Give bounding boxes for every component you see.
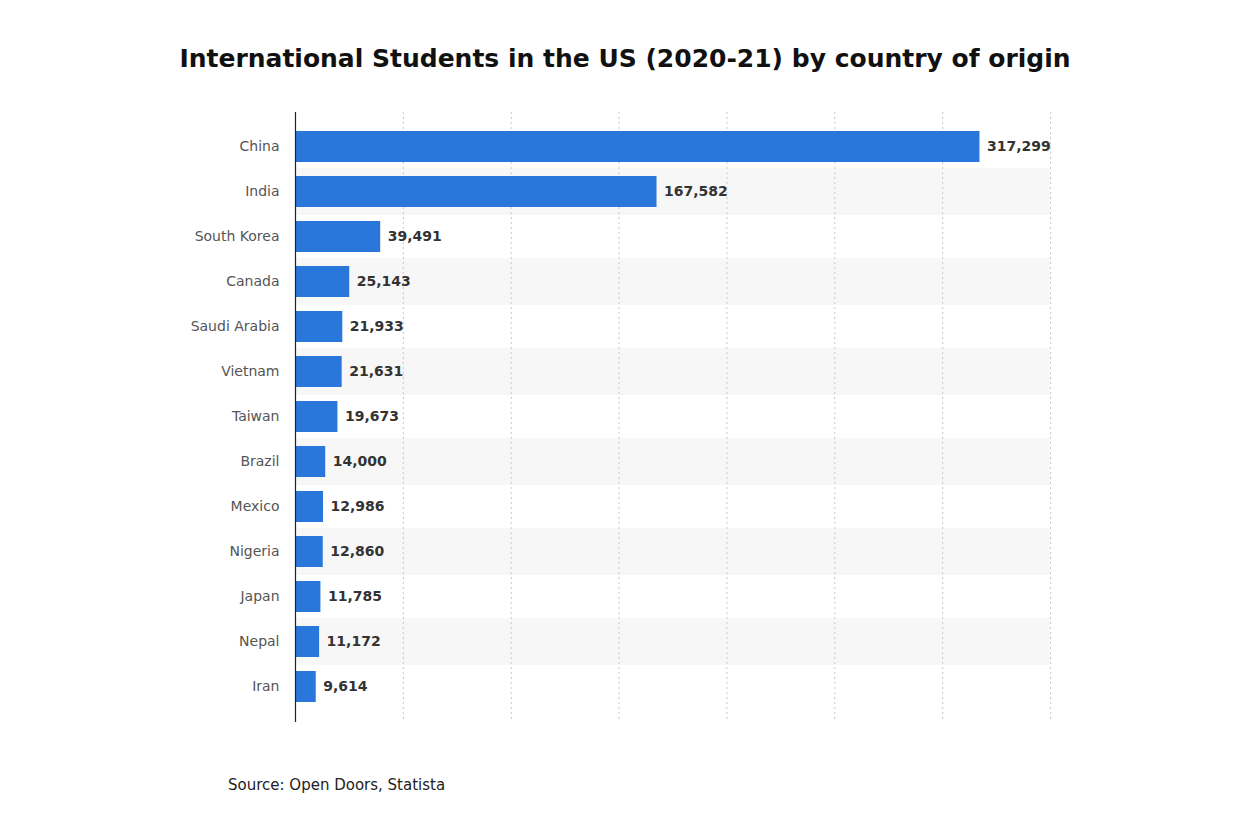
svg-text:Japan: Japan	[239, 588, 279, 604]
svg-text:South Korea: South Korea	[195, 228, 280, 244]
svg-text:Canada: Canada	[226, 273, 279, 289]
svg-text:21,631: 21,631	[349, 363, 403, 379]
svg-text:19,673: 19,673	[345, 408, 399, 424]
svg-text:39,491: 39,491	[388, 228, 442, 244]
svg-text:Brazil: Brazil	[240, 453, 279, 469]
svg-text:21,933: 21,933	[350, 318, 404, 334]
svg-text:11,172: 11,172	[327, 633, 381, 649]
svg-text:Iran: Iran	[252, 678, 279, 694]
svg-text:Nigeria: Nigeria	[229, 543, 279, 559]
svg-text:25,143: 25,143	[357, 273, 411, 289]
svg-text:317,299: 317,299	[987, 138, 1051, 154]
svg-text:12,860: 12,860	[330, 543, 384, 559]
html-text:Source: Open Doors, Statista: Source: Open Doors, Statista	[228, 776, 446, 794]
svg-text:China: China	[240, 138, 280, 154]
svg-text:14,000: 14,000	[333, 453, 387, 469]
svg-text:Saudi Arabia: Saudi Arabia	[191, 318, 280, 334]
svg-text:Taiwan: Taiwan	[231, 408, 280, 424]
html-text:International Students in the: International Students in the US (2020-2…	[179, 44, 1071, 73]
svg-text:Nepal: Nepal	[239, 633, 279, 649]
svg-text:9,614: 9,614	[323, 678, 368, 694]
svg-text:India: India	[245, 183, 279, 199]
svg-text:167,582: 167,582	[664, 183, 728, 199]
svg-text:Vietnam: Vietnam	[221, 363, 279, 379]
svg-text:12,986: 12,986	[331, 498, 385, 514]
svg-text:11,785: 11,785	[328, 588, 382, 604]
svg-text:Mexico: Mexico	[231, 498, 280, 514]
